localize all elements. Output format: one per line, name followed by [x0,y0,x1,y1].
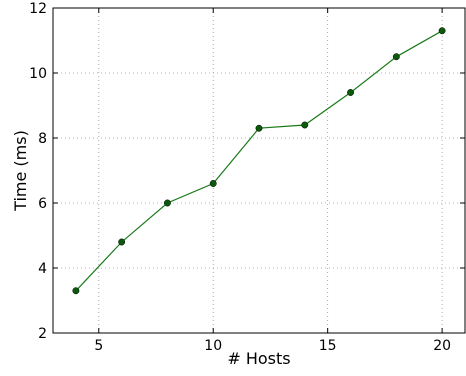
y-tick-label: 4 [38,261,47,277]
y-tick-label: 10 [29,66,47,82]
data-point [438,27,446,35]
y-axis-label: Time (ms) [11,130,30,212]
data-point [301,121,309,129]
data-point [163,199,171,207]
data-point [255,124,263,132]
series-line [75,30,443,292]
tick-marks [53,7,465,334]
y-tick-label: 6 [38,196,47,212]
x-tick-label: 15 [319,338,337,354]
data-point [209,180,217,187]
x-tick-label: 10 [204,338,222,354]
x-axis-label: # Hosts [227,349,290,368]
y-tick-label: 12 [29,1,47,17]
data-point [118,238,126,246]
data-point [347,89,355,96]
x-tick-label: 5 [94,338,103,354]
series-layer [72,27,446,295]
tick-labels: 5 10 15 20 2 4 6 8 10 12 [29,1,451,354]
plot-frame [52,7,466,334]
y-tick-label: 2 [38,326,47,342]
y-tick-label: 8 [38,131,47,147]
x-tick-label: 20 [433,338,451,354]
grid-lines [53,8,465,333]
data-point [392,53,400,61]
data-point [72,287,80,295]
